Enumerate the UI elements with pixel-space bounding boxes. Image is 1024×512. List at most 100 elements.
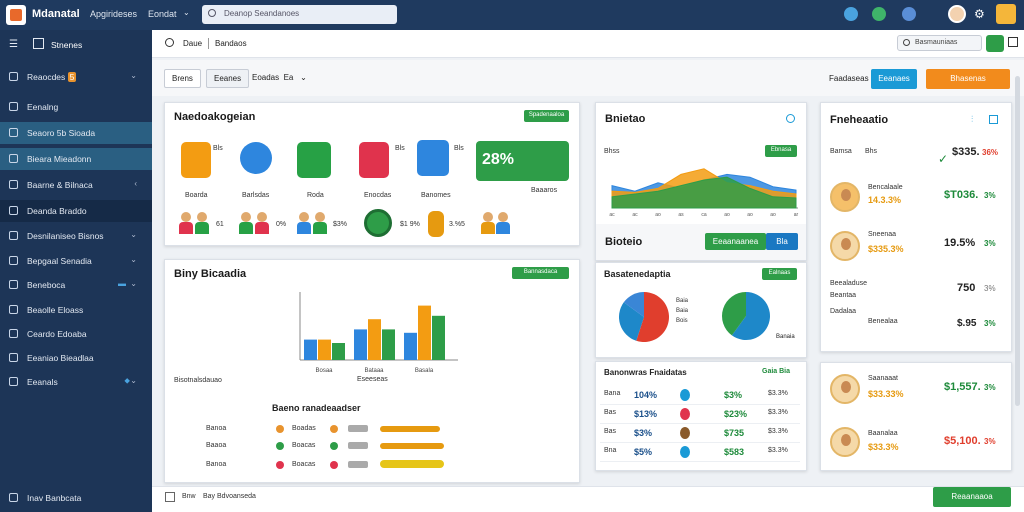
pie-slice: [623, 292, 644, 317]
global-search-input[interactable]: Deanop Seandanoes: [202, 5, 397, 24]
tag-icon: ▬: [118, 279, 126, 288]
top-nav-item[interactable]: Apgirideses: [90, 9, 138, 19]
footer-item[interactable]: Bay Bdvoanseda: [203, 493, 256, 500]
chevron-down-icon[interactable]: ⌄: [130, 279, 137, 288]
sidebar-item-eeaniao[interactable]: Eeaniao Bieadlaa: [0, 347, 152, 369]
sidebar-item-desnilaniseo[interactable]: Desnilaniseo Bisnos ⌄: [0, 225, 152, 247]
tx-delta: $3.3%: [768, 428, 788, 435]
transaction-row[interactable]: Bas $3% $735 $3.3%: [600, 427, 800, 443]
help-icon[interactable]: [902, 7, 916, 21]
refresh-icon[interactable]: [786, 114, 795, 123]
accent-button[interactable]: Bhasenas: [926, 69, 1010, 89]
primary-button[interactable]: Eeanaes: [871, 69, 917, 89]
chevron-down-icon[interactable]: ⌄: [130, 230, 137, 239]
sidebar-footer[interactable]: Inav Banbcata: [0, 487, 152, 509]
user-avatar[interactable]: [948, 5, 966, 23]
tx-amount: $5%: [634, 447, 653, 457]
stat-tile[interactable]: 28%: [476, 141, 569, 181]
chart-icon[interactable]: ⫶: [971, 114, 974, 124]
sidebar-item-deanda[interactable]: Deanda Braddo: [0, 200, 152, 222]
app-tile-icon[interactable]: [417, 140, 449, 176]
app-tile-icon[interactable]: [297, 142, 331, 178]
coin-icon: [364, 209, 392, 237]
chevron-down-icon[interactable]: ⌄: [183, 8, 190, 17]
bar: [368, 319, 381, 360]
sidebar: ☰ Stnenes Reaocdes 5 ⌄ Eenalng Seaoro 5b …: [0, 30, 152, 512]
profile-avatar[interactable]: [996, 4, 1016, 24]
person-avatar[interactable]: [830, 374, 860, 404]
app-tile-icon[interactable]: [240, 142, 272, 174]
pie-card-action[interactable]: Ealnaas: [762, 268, 797, 280]
chevron-down-icon[interactable]: ⌄: [130, 255, 137, 264]
summary-primary-button[interactable]: Eeaanaanea: [705, 233, 766, 250]
app-tile-icon[interactable]: [181, 142, 211, 178]
transactions-action[interactable]: Gaia Bia: [762, 368, 791, 375]
bar-card-action[interactable]: Bannasdaca: [512, 267, 569, 279]
sidebar-item-bieara[interactable]: Bieara Mieadonn: [0, 148, 152, 170]
x-tick-label: Bosaa: [315, 368, 333, 374]
breadcrumb[interactable]: Daue: [183, 39, 203, 48]
settings-icon[interactable]: ⚙: [974, 7, 985, 21]
apps-card-action[interactable]: Spadenaaloa: [524, 110, 569, 122]
sidebar-item-baarne[interactable]: Baarne & Bilnaca ‹: [0, 174, 152, 196]
sidebar-item-beneboca[interactable]: Beneboca ▬ ⌄: [0, 274, 152, 296]
notification-icon[interactable]: [844, 7, 858, 21]
sidebar-item-seaoro[interactable]: Seaoro 5b Sioada: [0, 122, 152, 144]
bottle-icon: [428, 211, 444, 237]
summary-secondary-button[interactable]: Bla: [766, 233, 798, 250]
user-avatar[interactable]: [986, 35, 1004, 52]
people-row-sub: $33.3%: [868, 442, 899, 452]
progress-bar: [380, 460, 444, 468]
tab-brens[interactable]: Brens: [164, 69, 201, 88]
pie-slice: [636, 292, 669, 342]
card-icon: [9, 180, 18, 189]
sidebar-item-bepgaal[interactable]: Bepgaal Senadia ⌄: [0, 250, 152, 272]
sidebar-item-ceardo[interactable]: Ceardo Edoaba: [0, 323, 152, 345]
sidebar-item-eeanals[interactable]: Eeanals ⬥ ⌄: [0, 371, 152, 393]
content-search-input[interactable]: Basmauniaas: [897, 35, 982, 51]
footer-action-button[interactable]: Reaanaaoa: [933, 487, 1011, 507]
transaction-row[interactable]: Bana 104% $3% $3.3%: [600, 389, 800, 405]
tx-key: Bas: [604, 428, 617, 435]
message-icon[interactable]: [872, 7, 886, 21]
row-value: 3.%5: [449, 221, 465, 228]
search-icon[interactable]: [165, 38, 174, 47]
bar: [304, 339, 317, 360]
grid-icon: [9, 231, 18, 240]
grid-icon[interactable]: [989, 115, 998, 124]
chevron-left-icon[interactable]: ‹: [134, 179, 137, 188]
person-avatar[interactable]: [830, 427, 860, 457]
app-tile-icon[interactable]: [359, 142, 389, 178]
footer-bar: [152, 486, 1024, 512]
sidebar-badge: 5: [67, 72, 77, 82]
top-nav-item[interactable]: Eondat: [148, 9, 177, 19]
tab-eeanes[interactable]: Eeanes: [206, 69, 250, 88]
summary-section-title: Bioteio: [605, 236, 643, 248]
tab-eoadas[interactable]: Eoadas Ea ⌄: [252, 73, 307, 82]
footer-item[interactable]: Bnw: [182, 493, 196, 500]
person-avatar[interactable]: [830, 182, 860, 212]
sidebar-item-beaolle[interactable]: Beaolle Eloass: [0, 299, 152, 321]
grid-icon[interactable]: [1008, 37, 1018, 47]
menu-icon[interactable]: ☰: [9, 39, 18, 50]
person-avatar[interactable]: [830, 231, 860, 261]
chart-icon: [9, 128, 18, 137]
pin-icon: ⬥: [124, 376, 130, 385]
transaction-row[interactable]: Bas $13% $23% $3.3%: [600, 408, 800, 424]
x-tick-label: ao: [655, 212, 661, 218]
chevron-down-icon[interactable]: ⌄: [130, 71, 137, 80]
chevron-down-icon[interactable]: ⌄: [130, 376, 137, 385]
app-logo[interactable]: [6, 5, 26, 25]
sidebar-item-label: Baarne & Bilnaca: [27, 180, 93, 190]
people-row-name: Baanalaa: [868, 430, 898, 437]
x-tick-label: ao: [747, 212, 753, 218]
finance-row-sub: Bhs: [865, 148, 878, 155]
person-avatar: [178, 212, 194, 234]
x-tick-label: ao: [770, 212, 776, 218]
summary-action[interactable]: Ebnasa: [765, 145, 797, 157]
scrollbar[interactable]: [1015, 76, 1020, 406]
transaction-row[interactable]: Bna $5% $583 $3.3%: [600, 446, 800, 462]
sidebar-item-reaocdes[interactable]: Reaocdes 5 ⌄: [0, 66, 152, 88]
sidebar-item-eenalng[interactable]: Eenalng: [0, 96, 152, 118]
bar: [318, 339, 331, 360]
